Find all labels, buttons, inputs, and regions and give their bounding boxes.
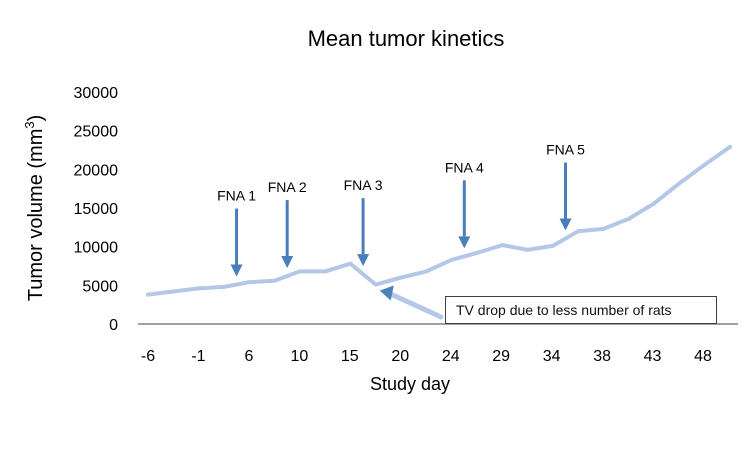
chart-title: Mean tumor kinetics [308,26,505,51]
data-point [626,216,631,221]
x-tick-label: -1 [191,348,205,365]
data-point [652,201,657,206]
x-tick-label: 29 [492,348,510,365]
data-point [576,229,581,234]
series-line [146,144,732,297]
callout-arrow-shaft [387,291,444,320]
y-tick-label: 5000 [82,278,118,295]
x-tick-label: 10 [290,348,308,365]
series-layer [146,144,732,297]
data-point [550,243,555,248]
data-point [373,282,378,287]
data-point [399,275,404,280]
fna-arrow-head [357,254,370,267]
data-point [449,257,454,262]
fna-arrow-head [281,256,294,269]
data-point [728,144,732,149]
callout-box: TV drop due to less number of rats [445,296,717,324]
y-axis-ticks: 0 5000 10000 15000 20000 25000 30000 [74,85,119,334]
y-axis-label-close: ) [25,115,47,122]
x-axis-title: Study day [370,374,450,394]
fna-label: FNA 1 [217,188,256,204]
callout-arrow-head [379,285,394,301]
data-point [196,286,201,291]
data-point [424,269,429,274]
data-point [677,181,682,186]
data-point [221,284,226,289]
x-axis: -6 -1 6 10 15 20 24 29 34 38 43 48 [138,323,738,365]
y-axis-title: Tumor volume (mm3) [22,115,47,302]
fna-arrow-head [559,218,572,231]
y-tick-label: 25000 [74,124,119,141]
data-point [146,292,150,297]
x-tick-label: 38 [593,348,611,365]
fna-label: FNA 4 [445,159,484,175]
y-axis-label-superscript: 3 [22,121,37,128]
svg-text:Tumor volume (mm3): Tumor volume (mm3) [22,115,47,302]
x-tick-label: -6 [141,348,155,365]
x-tick-label: 34 [543,348,561,365]
x-tick-label: 20 [391,348,409,365]
data-point [247,280,252,285]
data-point [171,289,176,294]
data-point [601,226,606,231]
data-point [297,269,302,274]
data-point [500,243,505,248]
y-tick-label: 0 [109,317,118,334]
fna-label: FNA 5 [546,142,585,158]
callout-text: TV drop due to less number of rats [456,302,672,318]
y-tick-label: 10000 [74,240,119,257]
fna-label: FNA 2 [268,179,307,195]
x-tick-label: 24 [442,348,460,365]
fna-arrow-head [230,264,243,277]
data-point [702,162,707,167]
x-tick-label: 43 [644,348,662,365]
y-tick-label: 20000 [74,162,119,179]
x-tick-label: 6 [244,348,253,365]
y-tick-label: 15000 [74,201,119,218]
data-point [348,261,353,266]
data-point [474,250,479,255]
y-axis-label: Tumor volume (mm [25,129,47,302]
data-point [272,278,277,283]
data-point [525,247,530,252]
fna-label: FNA 3 [344,177,383,193]
y-tick-label: 30000 [74,85,119,102]
fna-arrow-head [458,236,471,249]
x-tick-label: 48 [694,348,712,365]
annotation-layer: FNA 1 FNA 2 FNA 3 FNA 4 FNA 5 [217,142,585,320]
data-point [323,269,328,274]
x-tick-label: 15 [341,348,359,365]
